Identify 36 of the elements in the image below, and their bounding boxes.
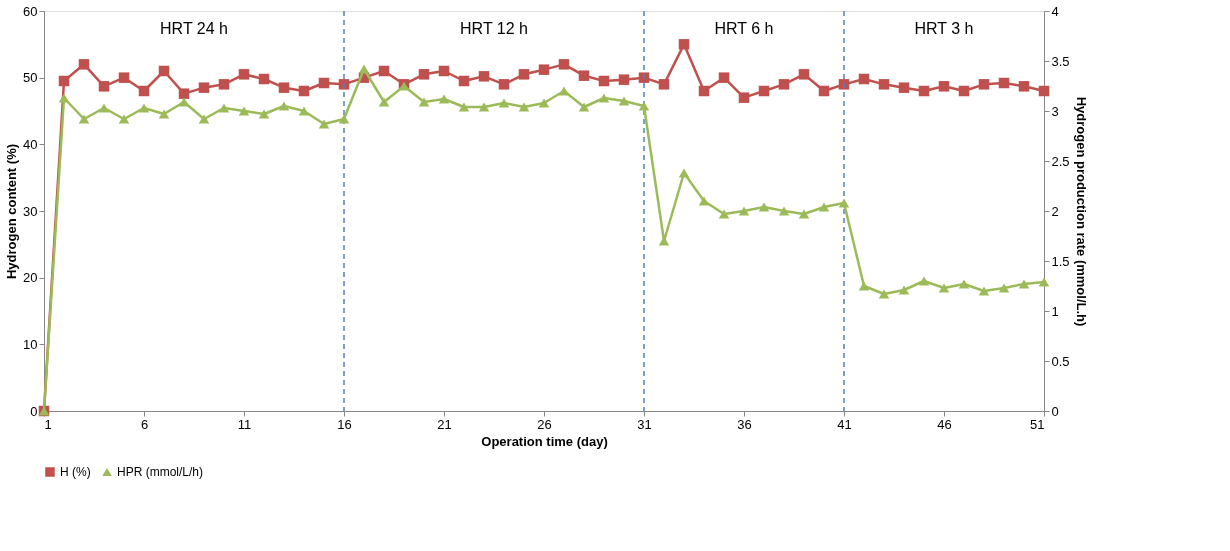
y2-tick-label: 2.5 [1051,153,1070,169]
x-tick-label: 11 [237,416,252,432]
y2-tick-label: 3.5 [1051,53,1070,69]
y2-tick-label: 2 [1051,203,1059,219]
x-tick-label: 51 [1030,416,1045,432]
x-tick-label: 1 [44,416,52,432]
y2-axis-title: Hydrogen production rate (mmol/L.h) [1073,96,1089,327]
y-tick-label: 30 [23,203,38,219]
y-axis-title: Hydrogen content (%) [4,143,20,280]
y-tick-label: 20 [23,270,38,286]
y-tick-label: 40 [23,136,38,152]
annotation: HRT 24 h [160,20,228,37]
y2-tick-label: 3 [1051,103,1059,119]
y2-tick-label: 1.5 [1051,253,1070,269]
annotation: HRT 12 h [460,20,528,37]
y2-tick-label: 1 [1051,303,1059,319]
x-tick-label: 36 [737,416,752,432]
x-tick-label: 6 [140,416,149,432]
legend-label: HPR (mmol/L/h) [117,465,204,479]
x-tick-label: 26 [537,416,552,432]
y2-tick-label: 0.5 [1051,353,1070,369]
y-tick-label: 50 [23,70,38,86]
annotation: HRT 3 h [914,20,974,37]
x-tick-label: 46 [937,416,952,432]
x-tick-label: 31 [637,416,652,432]
annotation: HRT 6 h [714,20,774,37]
x-tick-label: 41 [837,416,852,432]
y-tick-label: 60 [23,3,38,19]
y-tick-label: 10 [23,336,38,352]
y-tick-label: 0 [30,403,38,419]
y2-tick-label: 4 [1051,3,1059,19]
x-axis-title: Operation time (day) [481,433,608,449]
x-tick-label: 21 [437,416,452,432]
x-tick-label: 16 [337,416,352,432]
y2-tick-label: 0 [1051,403,1059,419]
legend-label: H (%) [60,465,91,479]
